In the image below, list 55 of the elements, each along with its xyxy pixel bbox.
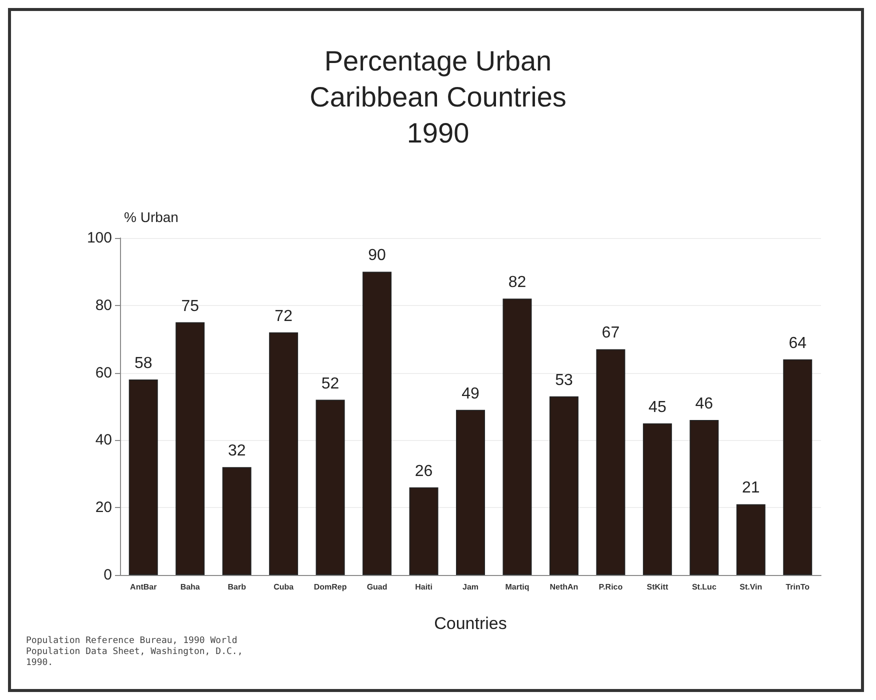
bar: [269, 332, 298, 575]
x-tick-label: NethAn: [550, 582, 578, 592]
data-label: 49: [462, 385, 480, 402]
bar: [362, 272, 392, 575]
y-tick-label: 20: [95, 499, 112, 516]
bar: [549, 396, 578, 575]
bar: [690, 420, 719, 575]
bar: [222, 467, 252, 575]
bar: [642, 423, 672, 575]
x-tick-label: Martiq: [505, 582, 530, 592]
x-tick-label: Barb: [228, 582, 246, 592]
y-tick-label: 80: [95, 296, 112, 314]
x-tick-label: TrinTo: [786, 582, 810, 592]
data-label: 72: [274, 308, 293, 325]
data-label: 90: [368, 247, 386, 264]
x-tick-label: St.Vin: [740, 582, 762, 592]
y-tick-label: 60: [95, 364, 112, 382]
data-label: 45: [648, 398, 666, 416]
bar: [783, 359, 812, 575]
x-tick-label: AntBar: [130, 582, 157, 592]
text: Population Reference Bureau, 1990 World Population Data Sheet, Washington, D.C., 1990.: [26, 636, 243, 669]
chart-title: Percentage Urban Caribbean Countries 1990: [310, 46, 566, 148]
bar: [456, 410, 485, 575]
bar: [502, 298, 532, 575]
bar: [736, 504, 766, 575]
data-label: 21: [742, 480, 760, 497]
x-tick-label: DomRep: [314, 582, 347, 592]
data-label: 46: [695, 395, 714, 412]
x-tick-label: StKitt: [646, 582, 668, 592]
bar: [316, 400, 345, 575]
data-label: 67: [602, 324, 620, 342]
y-tick-label: 100: [86, 230, 112, 246]
data-label: 53: [555, 372, 573, 389]
bar: [409, 487, 438, 575]
y-axis-title: % Urban: [124, 209, 178, 225]
x-tick-label: St.Luc: [692, 582, 717, 592]
data-label: 26: [414, 462, 433, 480]
bar: [596, 349, 626, 575]
x-tick-label: P.Rico: [598, 582, 623, 592]
data-label: 64: [788, 334, 807, 352]
x-tick-label: Guad: [366, 582, 388, 592]
data-label: 32: [228, 442, 246, 460]
data-label: 82: [508, 274, 526, 292]
x-tick-label: Haiti: [415, 582, 432, 592]
bar: [176, 322, 205, 575]
x-tick-label: Cuba: [274, 582, 294, 592]
y-tick-label: 40: [95, 432, 112, 449]
y-tick-label: 0: [104, 566, 112, 584]
data-label: 52: [321, 375, 340, 392]
x-tick-label: Jam: [462, 582, 479, 592]
data-label: 75: [181, 298, 200, 315]
bar: [128, 380, 158, 575]
x-axis-title: Countries: [434, 614, 507, 633]
x-tick-label: Baha: [180, 582, 200, 592]
data-label: 58: [134, 355, 152, 372]
